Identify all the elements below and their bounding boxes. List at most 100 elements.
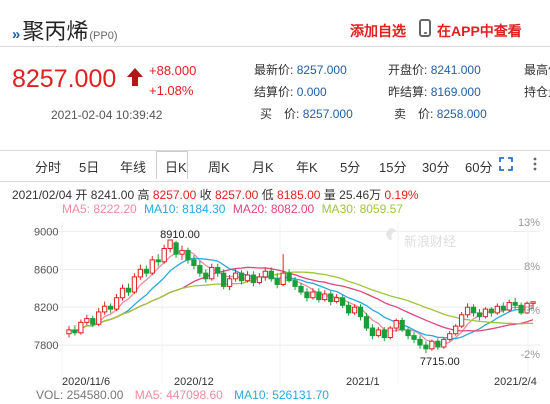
- candle: [328, 293, 334, 303]
- field-high: 最高价: [524, 63, 550, 77]
- extreme-label: 8910.00: [160, 229, 200, 241]
- candle: [393, 319, 399, 329]
- tab-15min[interactable]: 15分: [379, 160, 407, 175]
- candle: [417, 338, 423, 346]
- y-right-tick-label: 8%: [524, 261, 540, 273]
- candle: [113, 297, 120, 310]
- candle: [322, 293, 328, 301]
- candle: [167, 239, 173, 250]
- candle: [131, 276, 138, 293]
- candle: [226, 278, 233, 287]
- candle: [280, 272, 286, 285]
- sina-logo-icon: [386, 228, 396, 241]
- candle: [357, 306, 364, 318]
- candle: [524, 302, 530, 314]
- price-change-pct: +1.08%: [149, 83, 194, 98]
- field-prev-settle: 昨结算: 8169.000: [388, 85, 481, 99]
- candle: [351, 306, 358, 314]
- candle: [137, 268, 144, 278]
- tab-5min[interactable]: 5分: [340, 160, 361, 175]
- tab-year-line[interactable]: 年线: [120, 160, 147, 175]
- x-tick-label: 2020/11/6: [62, 376, 110, 386]
- tab-yearly-k[interactable]: 年K: [296, 160, 318, 175]
- tab-monthly-k[interactable]: 月K: [252, 160, 274, 175]
- ohlc-summary: 2021/02/04 开 8241.00 高 8257.00 收 8257.00…: [12, 188, 419, 202]
- candle: [221, 272, 227, 287]
- extreme-label: 7715.00: [420, 356, 460, 368]
- y-tick-label: 9000: [34, 226, 58, 238]
- candle: [161, 248, 167, 263]
- candle: [179, 249, 185, 255]
- candle: [286, 272, 292, 282]
- candle: [244, 274, 251, 282]
- more-icon[interactable]: [528, 156, 542, 172]
- candle: [405, 329, 411, 337]
- candle: [363, 316, 370, 329]
- instrument-name: 聚丙烯: [22, 19, 89, 44]
- x-tick-label: 2020/12: [174, 376, 214, 386]
- ma5-label: MA5: 8222.20: [62, 202, 137, 216]
- title: » 聚丙烯 (PP0): [12, 14, 117, 46]
- candle: [298, 285, 304, 293]
- vol-ma5-label: MA5: 447098.60: [134, 388, 223, 402]
- candle: [125, 287, 132, 293]
- candle: [334, 297, 340, 303]
- candle: [78, 321, 84, 334]
- x-tick-label: 2021/1: [346, 376, 380, 386]
- tab-60min[interactable]: 60分: [465, 160, 493, 175]
- candle: [155, 259, 161, 263]
- vol-label: VOL: 254580.00: [36, 388, 124, 402]
- candle: [423, 344, 429, 350]
- candle: [185, 249, 191, 261]
- candle: [453, 325, 459, 335]
- current-price: 8257.000: [12, 65, 117, 93]
- candle: [464, 306, 471, 316]
- candle: [107, 305, 114, 310]
- tab-30min[interactable]: 30分: [422, 160, 450, 175]
- tab-weekly-k[interactable]: 周K: [208, 160, 230, 175]
- candle: [262, 270, 268, 278]
- candle: [381, 329, 387, 338]
- candle: [399, 319, 405, 331]
- instrument-code: (PP0): [89, 30, 118, 42]
- candle: [268, 270, 274, 280]
- candle: [411, 335, 417, 340]
- candle: [256, 276, 262, 284]
- candle: [215, 266, 221, 274]
- candle: [149, 259, 155, 274]
- ma30-label: MA30: 8059.57: [321, 202, 403, 216]
- quote-datetime: 2021-02-04 10:39:42: [51, 108, 163, 122]
- field-open-interest: 持仓量: [524, 85, 550, 99]
- candle: [387, 327, 393, 338]
- candle: [476, 312, 483, 318]
- candle: [375, 329, 381, 337]
- candle: [506, 301, 512, 311]
- tab-5day[interactable]: 5日: [79, 160, 100, 175]
- fullscreen-icon[interactable]: [499, 157, 513, 171]
- y-tick-label: 8600: [34, 264, 58, 276]
- candle: [90, 318, 96, 325]
- candle: [512, 301, 518, 306]
- up-arrow-icon: [127, 68, 143, 86]
- view-in-app-link[interactable]: 在APP中查看: [437, 23, 522, 39]
- active-tab-bg: [156, 151, 188, 179]
- candle: [369, 327, 376, 337]
- field-latest: 最新价: 8257.000: [254, 63, 347, 77]
- tab-daily-k[interactable]: 日K: [165, 160, 187, 175]
- candle: [232, 272, 239, 280]
- candle: [316, 291, 322, 301]
- candle: [84, 318, 90, 323]
- candle: [518, 304, 524, 314]
- period-tabs: [0, 150, 550, 182]
- candle: [470, 306, 477, 314]
- add-to-watchlist-link[interactable]: 添加自选: [350, 23, 406, 39]
- candle: [102, 305, 108, 313]
- tab-intraday[interactable]: 分时: [35, 160, 62, 175]
- candle: [530, 301, 536, 304]
- price-change: +88.000: [149, 63, 197, 78]
- candle: [72, 329, 78, 334]
- kline-chart[interactable]: 新浪财经 9000 8600 8200 7800 13% 8% 3% -2% 2020/11/6…: [0, 214, 550, 386]
- candle: [488, 308, 495, 314]
- field-ask: 卖 价: 8258.000: [394, 107, 487, 121]
- chart-grid: [32, 222, 540, 384]
